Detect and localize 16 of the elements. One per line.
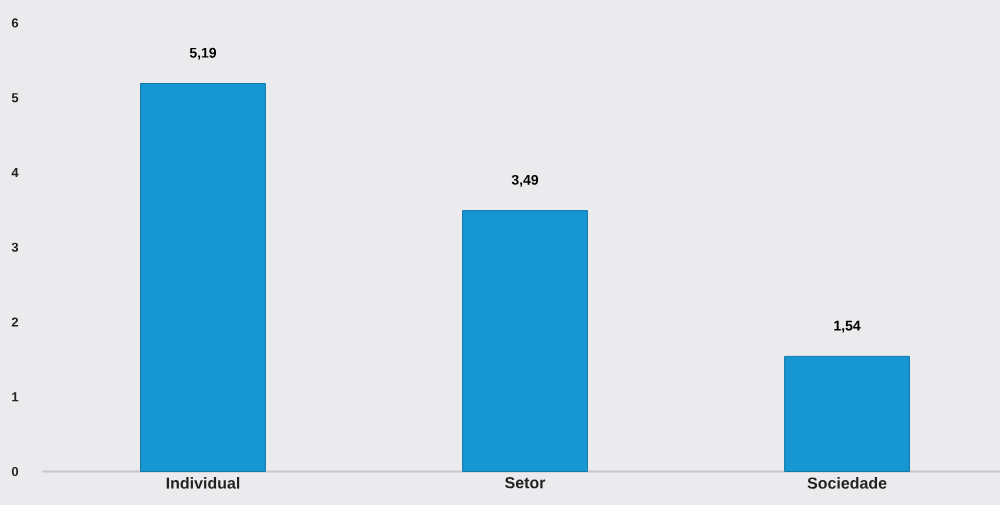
- x-tick-label: Sociedade: [807, 476, 887, 489]
- y-tick-label: 4: [11, 167, 19, 177]
- y-tick-label: 0: [11, 466, 19, 476]
- x-tick-label: Individual: [166, 476, 240, 489]
- y-tick-label: 2: [11, 317, 19, 327]
- y-tick-label: 6: [11, 18, 19, 28]
- data-label: 5,19: [189, 47, 217, 60]
- y-tick-label: 3: [11, 242, 19, 252]
- bar: [784, 355, 910, 472]
- x-tick-label: Setor: [505, 476, 546, 489]
- y-tick-label: 1: [12, 392, 19, 401]
- data-label: 3,49: [511, 174, 539, 187]
- bar: [462, 209, 588, 472]
- y-tick-label: 5: [11, 92, 19, 103]
- data-label: 1,54: [834, 320, 861, 333]
- bar: [140, 82, 266, 472]
